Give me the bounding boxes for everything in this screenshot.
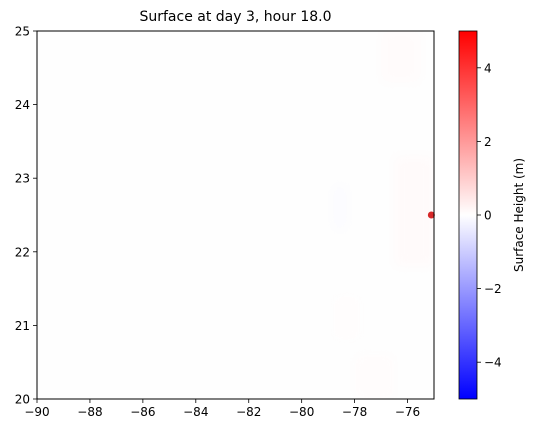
marker-layer <box>427 211 435 219</box>
y-tick-label: 22 <box>15 245 30 259</box>
colorbar-tick-label: 0 <box>484 209 492 223</box>
field-patch-4 <box>354 354 395 399</box>
x-tick-label: −84 <box>183 405 208 419</box>
field-patch-1 <box>394 156 434 267</box>
colorbar-tick-label: 4 <box>484 61 492 75</box>
colorbar-axis: −4 −2 0 2 4 <box>477 61 502 370</box>
plot-frame <box>36 30 435 400</box>
y-tick-label: 25 <box>15 25 30 39</box>
colorbar-tick-label: 2 <box>484 135 492 149</box>
storm-marker <box>427 211 435 219</box>
y-axis: 20 21 22 23 24 25 <box>15 25 37 407</box>
field-patch-5 <box>333 295 360 341</box>
y-tick-label: 20 <box>15 393 30 407</box>
colorbar <box>458 30 478 400</box>
colorbar-label: Surface Height (m) <box>512 158 526 272</box>
x-tick-label: −80 <box>289 405 314 419</box>
surface-field <box>333 31 434 399</box>
x-tick-label: −82 <box>236 405 261 419</box>
x-tick-label: −86 <box>130 405 155 419</box>
colorbar-tick-label: −4 <box>484 356 502 370</box>
x-tick-label: −76 <box>395 405 420 419</box>
field-patch-2 <box>381 31 421 83</box>
y-tick-label: 23 <box>15 172 30 186</box>
x-tick-label: −90 <box>24 405 49 419</box>
x-axis: −90 −88 −86 −84 −82 −80 −78 −76 <box>24 399 420 419</box>
field-patch-3 <box>333 185 347 230</box>
y-tick-label: 24 <box>15 98 30 112</box>
plot-background <box>37 31 434 399</box>
colorbar-tick-label: −2 <box>484 282 502 296</box>
y-tick-label: 21 <box>15 319 30 333</box>
x-tick-label: −78 <box>342 405 367 419</box>
chart-title: Surface at day 3, hour 18.0 <box>139 9 331 25</box>
x-tick-label: −88 <box>77 405 102 419</box>
